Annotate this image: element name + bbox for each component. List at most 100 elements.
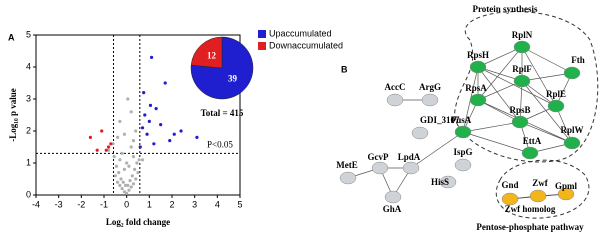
node-label: RplF xyxy=(512,64,532,74)
x-tick-label: 2 xyxy=(169,199,174,209)
point xyxy=(137,158,141,162)
point xyxy=(123,183,128,187)
point xyxy=(88,135,92,139)
x-tick-label: -3 xyxy=(55,199,63,209)
node xyxy=(384,190,402,204)
node xyxy=(402,161,420,175)
point xyxy=(179,129,183,133)
node-label: Fth xyxy=(571,55,585,65)
node xyxy=(547,99,565,113)
y-tick-label: 2 xyxy=(26,125,31,135)
x-tick-label: -4 xyxy=(32,199,40,209)
point xyxy=(145,132,149,136)
edge xyxy=(477,66,521,123)
node-label: ArgG xyxy=(419,82,441,92)
node-label: AccC xyxy=(385,82,406,92)
edge xyxy=(477,99,521,123)
point xyxy=(126,97,130,101)
node xyxy=(513,74,531,88)
x-tick-label: 3 xyxy=(192,199,197,209)
node-label: RpsH xyxy=(467,50,489,60)
point xyxy=(134,129,138,133)
group-title: Protein synthesis xyxy=(472,4,538,14)
y-tick-label: 4 xyxy=(26,61,31,71)
node xyxy=(563,136,581,150)
point xyxy=(140,126,145,130)
point xyxy=(131,182,136,186)
edge xyxy=(410,131,464,169)
point xyxy=(109,142,113,146)
point xyxy=(138,145,142,149)
point xyxy=(154,107,158,111)
x-tick-label: 0 xyxy=(124,199,129,209)
legend-label: Upaccumulated xyxy=(269,28,332,38)
edge xyxy=(521,80,573,144)
y-tick-label: 5 xyxy=(26,29,31,39)
node xyxy=(411,126,429,140)
point xyxy=(159,123,163,127)
pie-slice xyxy=(190,36,223,69)
node xyxy=(501,192,519,206)
node xyxy=(421,93,439,107)
point xyxy=(127,188,131,192)
node-label: LpdA xyxy=(398,152,421,162)
x-tick-label: -2 xyxy=(77,199,85,209)
node-label: RpsB xyxy=(509,105,530,115)
point xyxy=(120,151,124,155)
x-tick-label: 4 xyxy=(215,199,220,209)
node xyxy=(339,171,357,185)
node-label: MetE xyxy=(336,160,358,170)
node-label: RplW xyxy=(560,125,583,135)
annotation: Total = 415 xyxy=(201,108,244,118)
point xyxy=(100,129,104,133)
pie-label: 39 xyxy=(228,74,238,84)
node xyxy=(371,161,389,175)
node xyxy=(454,125,472,139)
point xyxy=(150,55,154,60)
point xyxy=(116,135,120,139)
edge xyxy=(519,80,523,123)
node xyxy=(563,66,581,80)
point xyxy=(129,145,133,149)
point xyxy=(131,155,136,159)
node-label: Gnd xyxy=(501,180,518,190)
group-title: Pentose-phosphate pathway xyxy=(476,222,584,232)
point xyxy=(119,177,123,181)
edge xyxy=(521,46,573,74)
node-label: IspG xyxy=(453,147,472,157)
plot-frame xyxy=(35,34,241,196)
edge xyxy=(477,66,557,107)
node xyxy=(513,40,531,54)
legend-swatch xyxy=(258,30,266,38)
node-label: GcvP xyxy=(368,152,389,162)
annotation: P<0.05 xyxy=(207,139,233,149)
point xyxy=(134,177,138,181)
edge xyxy=(521,72,573,82)
point xyxy=(116,180,120,184)
y-axis-label: -Log₁₀ p value xyxy=(8,88,18,141)
point xyxy=(126,183,130,187)
point xyxy=(148,103,153,107)
edge xyxy=(477,46,523,68)
point xyxy=(172,132,176,136)
x-tick-label: 5 xyxy=(237,199,242,209)
panel-label: A xyxy=(8,32,15,42)
y-tick-label: 3 xyxy=(26,93,31,103)
node xyxy=(469,93,487,107)
point xyxy=(163,81,167,85)
point xyxy=(143,113,147,117)
node xyxy=(469,60,487,74)
point xyxy=(127,164,131,168)
point xyxy=(130,174,134,178)
point xyxy=(111,142,115,146)
point xyxy=(118,183,122,187)
edge xyxy=(477,46,523,101)
point xyxy=(140,158,145,162)
point xyxy=(136,171,140,175)
point xyxy=(122,132,126,136)
node-label: HisS xyxy=(431,177,449,187)
point xyxy=(147,119,151,123)
point xyxy=(118,158,122,162)
node xyxy=(439,175,457,189)
point xyxy=(131,139,136,143)
